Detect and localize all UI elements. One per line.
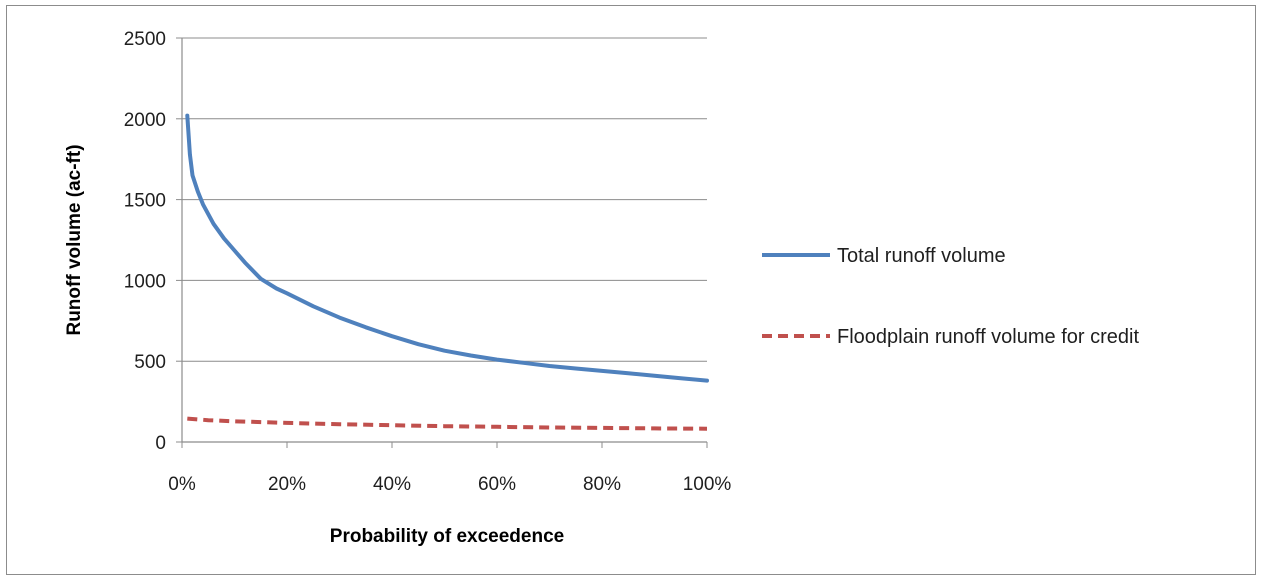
y-tick-label-1500: 1500 — [124, 191, 166, 212]
axes — [181, 38, 707, 443]
gridlines — [182, 37, 707, 362]
x-axis-title: Probability of exceedence — [330, 526, 564, 547]
y-tick-label-2500: 2500 — [124, 29, 166, 50]
y-tick-label-0: 0 — [155, 433, 166, 454]
legend: Total runoff volume Floodplain runoff vo… — [762, 245, 1139, 348]
chart-frame — [6, 5, 1256, 575]
x-tick-label-0: 0% — [168, 474, 196, 495]
series-line-1 — [187, 416, 708, 431]
y-tick-label-2000: 2000 — [124, 110, 166, 131]
x-tick-labels: 0% 20% 40% 60% 80% 100% — [168, 442, 731, 495]
x-tick-label-20: 20% — [268, 474, 306, 495]
x-tick-label-80: 80% — [583, 474, 621, 495]
x-tick-label-100: 100% — [683, 474, 732, 495]
x-tick-label-60: 60% — [478, 474, 516, 495]
series-line-0 — [185, 113, 709, 383]
y-tick-label-1000: 1000 — [124, 271, 166, 292]
x-tick-label-40: 40% — [373, 474, 411, 495]
y-tick-label-500: 500 — [134, 352, 166, 373]
legend-label-total-runoff: Total runoff volume — [837, 245, 1006, 267]
series-lines — [185, 113, 709, 431]
y-axis-title: Runoff volume (ac-ft) — [64, 144, 85, 335]
legend-label-floodplain-runoff: Floodplain runoff volume for credit — [837, 326, 1139, 348]
y-tick-labels: 0 500 1000 1500 2000 2500 — [124, 29, 182, 454]
